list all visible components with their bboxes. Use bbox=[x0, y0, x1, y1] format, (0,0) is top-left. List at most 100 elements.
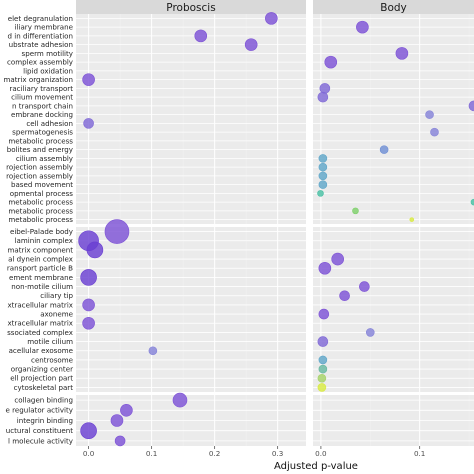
data-point bbox=[317, 373, 327, 383]
x-tick-label: 0.1 bbox=[146, 449, 157, 458]
category-label: cell adhesion bbox=[26, 119, 73, 128]
data-point bbox=[319, 83, 331, 94]
category-label: d in differentiation bbox=[7, 31, 73, 40]
panel-background bbox=[76, 227, 306, 392]
data-point bbox=[324, 55, 338, 69]
category-label: matrix organization bbox=[4, 75, 74, 84]
panel-background bbox=[313, 227, 474, 392]
x-tick-label: 0.1 bbox=[414, 449, 425, 458]
data-point bbox=[425, 110, 434, 119]
data-point bbox=[318, 180, 328, 189]
data-point bbox=[339, 290, 350, 302]
category-label: cilium assembly bbox=[16, 154, 73, 163]
category-label: ciliary tip bbox=[40, 291, 73, 300]
category-label: spermatogenesis bbox=[12, 128, 73, 137]
data-point bbox=[110, 414, 124, 427]
data-point bbox=[318, 171, 328, 181]
category-label: eibel-Palade body bbox=[10, 227, 73, 236]
x-axis-title: Adjusted p-value bbox=[274, 461, 358, 472]
panel-background bbox=[76, 14, 306, 224]
data-point bbox=[172, 392, 188, 408]
data-point bbox=[82, 316, 95, 330]
data-point bbox=[430, 127, 439, 137]
data-point bbox=[120, 403, 133, 417]
category-label: elet degranulation bbox=[8, 14, 73, 23]
category-label: axoneme bbox=[40, 309, 73, 318]
category-label: integrin binding bbox=[17, 416, 73, 425]
category-label: motile cilium bbox=[27, 337, 73, 346]
facet-strip bbox=[313, 0, 474, 14]
category-label: collagen binding bbox=[14, 396, 73, 405]
data-point bbox=[365, 328, 375, 337]
x-tick-label: 0.0 bbox=[83, 449, 95, 458]
data-point bbox=[318, 355, 328, 365]
category-label: bolites and energy bbox=[7, 145, 73, 154]
data-point bbox=[86, 241, 104, 259]
category-label: metabolic process bbox=[8, 136, 73, 145]
data-point bbox=[359, 281, 370, 292]
x-tick-label: 0.0 bbox=[315, 449, 327, 458]
category-label: metabolic process bbox=[8, 215, 73, 224]
data-point bbox=[317, 190, 324, 197]
data-point bbox=[82, 298, 95, 312]
category-label: xtracellular matrix bbox=[7, 319, 73, 328]
category-label: sperm motility bbox=[22, 49, 73, 58]
category-label: embrane docking bbox=[11, 110, 73, 119]
category-label: ell projection part bbox=[10, 374, 73, 383]
data-point bbox=[352, 207, 359, 215]
category-label: cytoskeletal part bbox=[14, 383, 74, 392]
data-point bbox=[409, 217, 415, 222]
data-point bbox=[82, 73, 95, 86]
category-label: metabolic process bbox=[8, 206, 73, 215]
data-point bbox=[318, 261, 332, 275]
category-label: lipid oxidation bbox=[23, 66, 73, 75]
category-label: ssociated complex bbox=[7, 328, 73, 337]
category-label: l molecule activity bbox=[8, 436, 73, 445]
data-point bbox=[468, 100, 474, 112]
category-label: xtracellular matrix bbox=[7, 300, 73, 309]
data-point bbox=[80, 422, 97, 440]
data-point bbox=[114, 435, 126, 447]
data-point bbox=[265, 12, 278, 25]
category-label: rojection assembly bbox=[6, 171, 73, 180]
category-label: ubstrate adhesion bbox=[9, 40, 73, 49]
data-point bbox=[317, 91, 329, 103]
data-point bbox=[395, 47, 409, 60]
category-label: complex assembly bbox=[7, 58, 73, 67]
category-label: rojection assembly bbox=[6, 163, 73, 172]
data-point bbox=[148, 346, 158, 356]
data-point bbox=[318, 308, 330, 320]
category-label: acellular exosome bbox=[9, 346, 73, 355]
x-tick-label: 0.2 bbox=[209, 449, 220, 458]
data-point bbox=[331, 252, 344, 266]
category-label: iliary membrane bbox=[15, 23, 73, 32]
category-label: opmental process bbox=[10, 189, 74, 198]
category-label: matrix component bbox=[7, 245, 73, 254]
category-label: centrosome bbox=[31, 355, 73, 364]
category-label: e regulator activity bbox=[5, 406, 73, 415]
category-label: n transport chain bbox=[12, 101, 73, 110]
data-point bbox=[317, 383, 327, 392]
category-label: non-motile cilium bbox=[11, 282, 73, 291]
category-label: ement membrane bbox=[9, 273, 73, 282]
data-point bbox=[244, 38, 258, 51]
category-label: laminin complex bbox=[15, 236, 73, 245]
data-point bbox=[194, 29, 208, 43]
category-label: metabolic process bbox=[8, 198, 73, 207]
category-label: based movement bbox=[11, 180, 73, 189]
category-label: al dynein complex bbox=[8, 254, 73, 263]
category-label: cilium movement bbox=[11, 93, 73, 102]
category-label: organizing center bbox=[11, 364, 73, 373]
facet-strip bbox=[76, 0, 306, 14]
data-point bbox=[104, 219, 130, 244]
data-point bbox=[318, 154, 328, 163]
data-point bbox=[80, 269, 97, 286]
data-point bbox=[356, 20, 369, 34]
category-label: uctural constituent bbox=[6, 426, 73, 435]
data-point bbox=[317, 336, 329, 347]
data-point bbox=[83, 118, 94, 129]
category-label: ransport particle B bbox=[7, 264, 73, 273]
facet-strip-label: Body bbox=[380, 2, 407, 14]
